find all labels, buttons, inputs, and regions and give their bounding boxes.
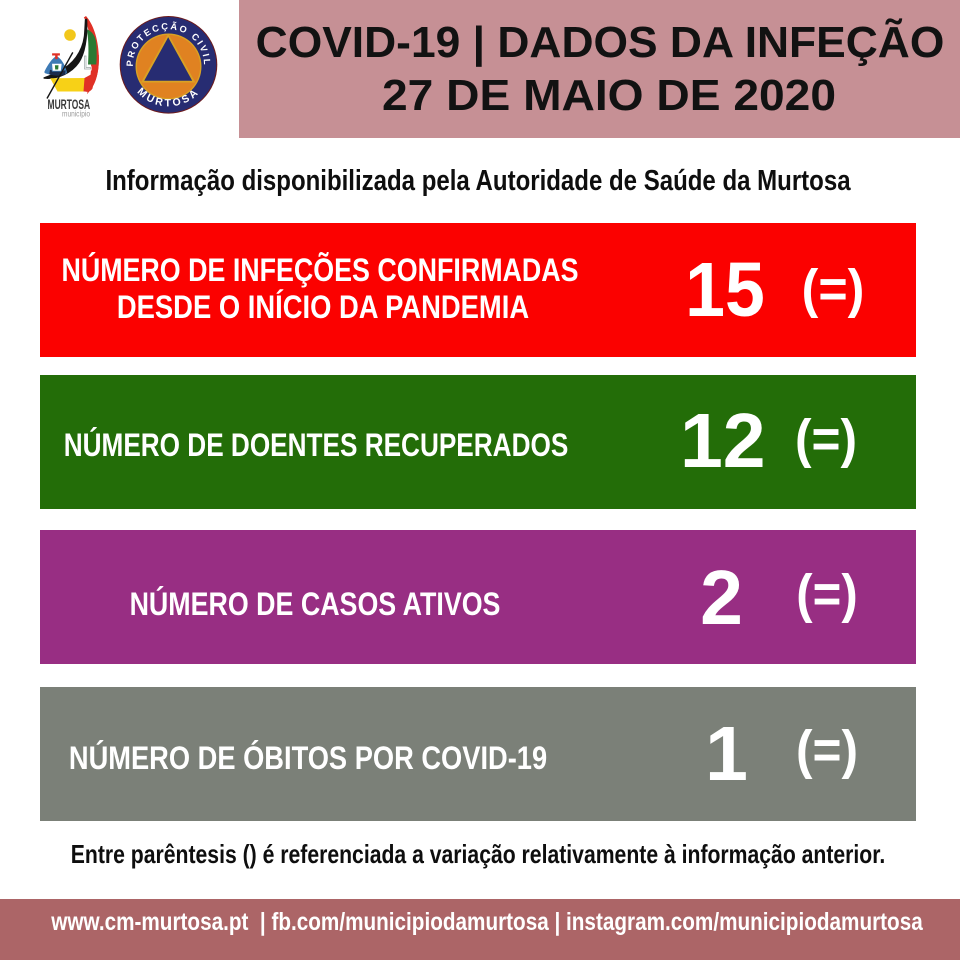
svg-text:MURTOSA: MURTOSA bbox=[48, 97, 91, 113]
svg-text:município: município bbox=[62, 110, 90, 119]
